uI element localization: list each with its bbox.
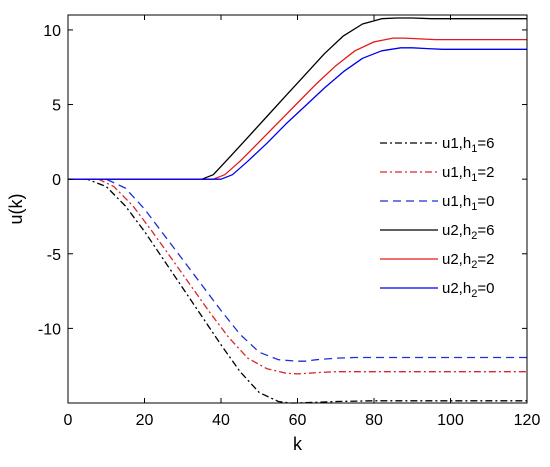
legend-label-end: =0 <box>477 280 494 297</box>
legend-label-end: =2 <box>477 164 494 181</box>
legend-label-4: u2,h2=6 <box>442 222 494 242</box>
x-tick-label: 40 <box>212 412 230 429</box>
x-tick-label: 100 <box>437 412 464 429</box>
legend-label-end: =0 <box>477 193 494 210</box>
legend-label-main: u1,h <box>442 135 471 152</box>
series-line-5 <box>68 37 527 180</box>
legend-label-1: u1,h1=6 <box>442 135 494 155</box>
legend: u1,h1=6u1,h1=2u1,h1=0u2,h2=6u2,h2=2u2,h2… <box>380 135 494 300</box>
legend-label-main: u1,h <box>442 193 471 210</box>
legend-label-main: u1,h <box>442 164 471 181</box>
legend-label-subscript: 2 <box>471 259 477 271</box>
legend-label-main: u2,h <box>442 251 471 268</box>
series-line-1 <box>68 178 527 404</box>
axis-ticks <box>67 15 528 403</box>
legend-label-end: =2 <box>477 251 494 268</box>
y-tick-label: -5 <box>47 247 61 264</box>
y-tick-label: -10 <box>38 321 61 338</box>
y-tick-label: 10 <box>43 23 61 40</box>
legend-label-subscript: 1 <box>471 201 477 213</box>
x-tick-label: 60 <box>289 412 307 429</box>
legend-label-subscript: 2 <box>471 288 477 300</box>
x-tick-label: 120 <box>514 412 541 429</box>
y-axis-label: u(k) <box>6 194 26 225</box>
x-tick-labels: 0 20 40 60 80 100 120 <box>64 412 541 429</box>
legend-label-end: =6 <box>477 135 494 152</box>
legend-label-main: u2,h <box>442 222 471 239</box>
legend-label-subscript: 1 <box>471 172 477 184</box>
legend-label-6: u2,h2=0 <box>442 280 494 300</box>
legend-label-subscript: 1 <box>471 143 477 155</box>
legend-label-main: u2,h <box>442 280 471 297</box>
legend-label-end: =6 <box>477 222 494 239</box>
legend-label-subscript: 2 <box>471 230 477 242</box>
legend-label-2: u1,h1=2 <box>442 164 494 184</box>
x-tick-label: 80 <box>365 412 383 429</box>
legend-label-3: u1,h1=0 <box>442 193 494 213</box>
series-line-6 <box>68 47 527 180</box>
series-line-3 <box>68 178 527 362</box>
y-tick-labels: 10 5 0 -5 -10 <box>38 23 61 338</box>
x-axis-label: k <box>293 434 303 454</box>
legend-label-5: u2,h2=2 <box>442 251 494 271</box>
y-tick-label: 5 <box>52 98 61 115</box>
series-line-2 <box>68 178 527 375</box>
x-tick-label: 20 <box>136 412 154 429</box>
series-lines <box>68 17 527 404</box>
y-tick-label: 0 <box>52 172 61 189</box>
x-tick-label: 0 <box>64 412 73 429</box>
series-line-4 <box>68 17 527 180</box>
